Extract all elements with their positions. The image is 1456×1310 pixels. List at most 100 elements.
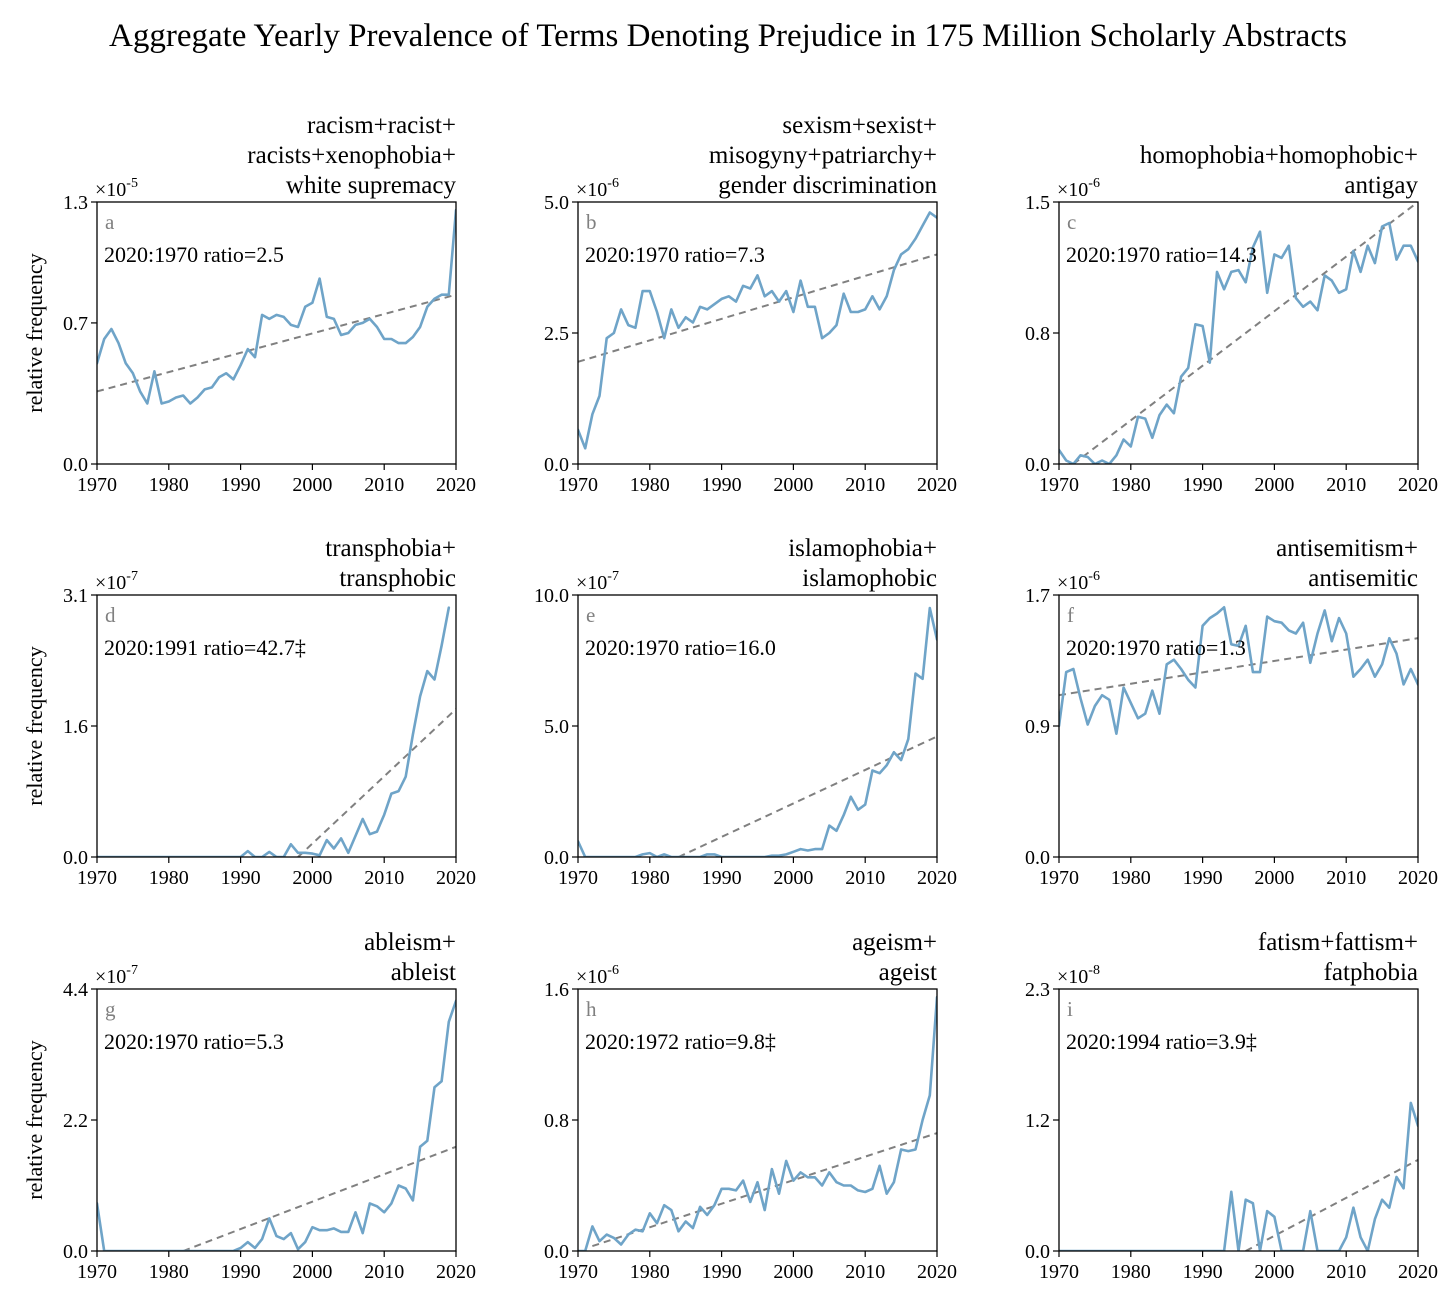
x-tick-label: 2010 xyxy=(364,474,404,496)
ratio-annotation: 2020:1994 ratio=3.9‡ xyxy=(1066,1029,1257,1054)
y-tick-label: 5.0 xyxy=(544,192,569,214)
x-tick-label: 2000 xyxy=(1254,1261,1294,1283)
x-tick-label: 1990 xyxy=(702,867,742,889)
x-tick-label: 2020 xyxy=(917,1261,957,1283)
x-tick-label: 2010 xyxy=(1326,867,1366,889)
ratio-annotation: 2020:1970 ratio=7.3 xyxy=(585,242,765,267)
panel-letter: h xyxy=(586,997,597,1021)
trend-line xyxy=(1072,202,1418,464)
panel-c: homophobia+homophobic+ antigay ×10-6 1970 19… xyxy=(1025,142,1438,496)
panel-title-line: sexism+sexist+ xyxy=(782,112,937,139)
trend-line xyxy=(182,1145,456,1251)
series-line xyxy=(1059,1101,1418,1251)
panel-title-line: ageist xyxy=(879,959,937,986)
x-tick-label: 2000 xyxy=(773,867,813,889)
ratio-annotation: 2020:1970 ratio=1.3 xyxy=(1066,635,1246,660)
x-tick-label: 2000 xyxy=(773,474,813,496)
y-tick-label: 3.1 xyxy=(63,585,88,607)
y-tick-label: 1.7 xyxy=(1025,585,1050,607)
x-tick-label: 2000 xyxy=(1254,867,1294,889)
ratio-annotation: 2020:1991 ratio=42.7‡ xyxy=(104,635,306,660)
ratio-annotation: 2020:1970 ratio=14.3 xyxy=(1066,242,1257,267)
x-tick-label: 1980 xyxy=(149,1261,189,1283)
panel-title-line: fatism+fattism+ xyxy=(1258,929,1418,956)
y-tick-label: 0.0 xyxy=(544,1241,569,1263)
panel-title-line: racists+xenophobia+ xyxy=(247,142,456,169)
x-tick-label: 2010 xyxy=(364,1261,404,1283)
x-tick-label: 2020 xyxy=(1398,474,1438,496)
series-line xyxy=(97,999,456,1251)
y-tick-label: 1.2 xyxy=(1025,1110,1050,1132)
x-tick-label: 1970 xyxy=(1039,474,1079,496)
y-scale-exponent: ×10-6 xyxy=(1057,176,1100,201)
panel-e: islamophobia+ islamophobic ×10-7 1970 1980 19… xyxy=(534,535,957,889)
series-line xyxy=(578,995,937,1251)
x-tick-label: 1970 xyxy=(558,867,598,889)
x-tick-label: 1970 xyxy=(1039,867,1079,889)
ratio-annotation: 2020:1972 ratio=9.8‡ xyxy=(585,1029,776,1054)
trend-line xyxy=(1245,1158,1418,1251)
y-tick-label: 0.0 xyxy=(63,454,88,476)
series-line xyxy=(97,606,451,857)
x-tick-label: 2020 xyxy=(917,474,957,496)
x-tick-label: 2020 xyxy=(917,867,957,889)
trend-line xyxy=(678,735,937,857)
x-tick-label: 1970 xyxy=(1039,1261,1079,1283)
x-tick-label: 1970 xyxy=(77,474,117,496)
panel-title-line: white supremacy xyxy=(286,172,457,199)
y-scale-exponent: ×10-7 xyxy=(95,569,138,594)
panel-d: transphobia+ transphobic ×10-7 1970 1980 1990… xyxy=(22,535,476,889)
panel-title-line: ableism+ xyxy=(364,929,456,956)
panel-title-line: antisemitism+ xyxy=(1276,535,1418,562)
y-axis-label: relative frequency xyxy=(22,646,47,805)
y-tick-label: 0.8 xyxy=(544,1110,569,1132)
series-line xyxy=(578,211,937,450)
y-tick-label: 0.0 xyxy=(1025,454,1050,476)
series-line xyxy=(578,606,937,857)
x-tick-label: 1980 xyxy=(1111,867,1151,889)
x-tick-label: 1990 xyxy=(221,474,261,496)
x-tick-label: 1970 xyxy=(558,474,598,496)
y-tick-label: 5.0 xyxy=(544,716,569,738)
y-tick-label: 0.0 xyxy=(1025,847,1050,869)
x-tick-label: 1970 xyxy=(77,1261,117,1283)
x-tick-label: 1970 xyxy=(77,867,117,889)
panel-letter: i xyxy=(1067,997,1073,1021)
y-tick-label: 0.0 xyxy=(63,847,88,869)
x-tick-label: 1980 xyxy=(149,867,189,889)
y-tick-label: 1.5 xyxy=(1025,192,1050,214)
y-tick-label: 0.0 xyxy=(1025,1241,1050,1263)
y-tick-label: 0.0 xyxy=(63,1241,88,1263)
x-tick-label: 1990 xyxy=(1183,1261,1223,1283)
y-scale-exponent: ×10-8 xyxy=(1057,963,1100,988)
ratio-annotation: 2020:1970 ratio=5.3 xyxy=(104,1029,284,1054)
panel-title-line: racism+racist+ xyxy=(307,112,456,139)
y-tick-label: 1.3 xyxy=(63,192,88,214)
panel-f: antisemitism+ antisemitic ×10-6 1970 1980 199… xyxy=(1025,535,1438,889)
series-line xyxy=(1059,605,1418,736)
y-tick-label: 0.0 xyxy=(544,454,569,476)
x-tick-label: 2020 xyxy=(436,867,476,889)
y-scale-exponent: ×10-6 xyxy=(576,963,619,988)
x-tick-label: 1980 xyxy=(149,474,189,496)
y-scale-exponent: ×10-6 xyxy=(576,176,619,201)
panel-letter: a xyxy=(105,210,115,234)
y-tick-label: 0.9 xyxy=(1025,716,1050,738)
x-tick-label: 2020 xyxy=(436,474,476,496)
panel-g: ableism+ ableist ×10-7 1970 1980 1990 2000 2010… xyxy=(22,929,476,1283)
x-tick-label: 2010 xyxy=(1326,474,1366,496)
y-tick-label: 0.8 xyxy=(1025,323,1050,345)
x-tick-label: 2020 xyxy=(1398,1261,1438,1283)
y-scale-exponent: ×10-7 xyxy=(95,963,138,988)
x-tick-label: 2000 xyxy=(1254,474,1294,496)
trend-line xyxy=(297,708,456,857)
panel-title-line: antisemitic xyxy=(1308,565,1418,592)
panel-letter: d xyxy=(105,603,116,627)
panel-title-line: transphobic xyxy=(339,565,456,592)
x-tick-label: 2000 xyxy=(773,1261,813,1283)
panel-b: sexism+sexist+ misogyny+patriarchy+ gender… xyxy=(544,112,957,496)
panel-title-line: misogyny+patriarchy+ xyxy=(709,142,937,169)
y-tick-label: 0.0 xyxy=(544,847,569,869)
y-axis-label: relative frequency xyxy=(22,1040,47,1199)
panel-title-line: gender discrimination xyxy=(718,172,937,199)
